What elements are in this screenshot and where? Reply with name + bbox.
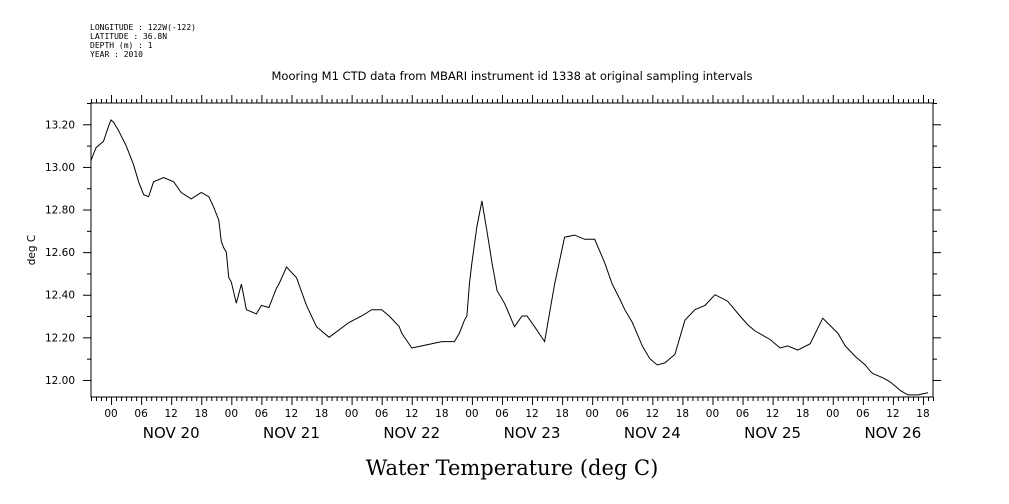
x-tick-label: 12	[766, 408, 779, 420]
day-label: NOV 24	[624, 424, 681, 442]
x-tick-label: 12	[886, 408, 899, 420]
x-tick-label: 18	[676, 408, 689, 420]
day-label: NOV 22	[383, 424, 440, 442]
x-tick-label: 00	[104, 408, 117, 420]
y-tick-label: 13.00	[45, 162, 75, 174]
x-tick-label: 12	[405, 408, 418, 420]
y-tick-label: 13.20	[45, 119, 75, 131]
x-tick-label: 18	[555, 408, 568, 420]
day-label: NOV 26	[864, 424, 921, 442]
y-axis-label: deg C	[26, 235, 38, 265]
y-tick-labels: 12.00 12.20 12.40 12.60 12.80 13.00 13.20	[45, 119, 75, 387]
x-tick-label: 12	[646, 408, 659, 420]
latitude-text: LATITUDE : 36.8N	[90, 32, 167, 41]
x-tick-label: 00	[586, 408, 599, 420]
x-tick-label: 00	[706, 408, 719, 420]
x-tick-label: 12	[285, 408, 298, 420]
y-tick-label: 12.20	[45, 332, 75, 344]
y-tick-label: 12.00	[45, 375, 75, 387]
series-line	[90, 119, 929, 396]
x-tick-label: 18	[796, 408, 809, 420]
depth-text: DEPTH (m) : 1	[90, 41, 153, 50]
year-text: YEAR : 2010	[90, 50, 143, 59]
x-tick-label: 18	[916, 408, 929, 420]
y-tick-label: 12.60	[45, 247, 75, 259]
x-tick-label: 18	[315, 408, 328, 420]
x-tick-label: 00	[225, 408, 238, 420]
x-tick-label: 00	[826, 408, 839, 420]
x-tick-label: 00	[345, 408, 358, 420]
plot-frame	[90, 102, 934, 398]
x-tick-label: 06	[375, 408, 389, 420]
day-label: NOV 21	[263, 424, 320, 442]
x-tick-labels: 00 06 12 18 00 06 12 18 00 06 12 18 00 06 12 18 00 06 12 18…	[104, 408, 929, 420]
x-tick-label: 18	[435, 408, 448, 420]
x-tick-label: 06	[495, 408, 509, 420]
day-labels: NOV 20 NOV 21 NOV 22 NOV 23 NOV 24 NOV 25 NOV …	[143, 424, 922, 442]
x-tick-label: 18	[195, 408, 208, 420]
x-tick-label: 06	[856, 408, 870, 420]
chart-title: Mooring M1 CTD data from MBARI instrumen…	[272, 69, 753, 83]
x-tick-label: 00	[465, 408, 478, 420]
y-tick-label: 12.80	[45, 205, 75, 217]
axis-ticks	[83, 95, 941, 405]
x-tick-label: 06	[255, 408, 269, 420]
day-label: NOV 25	[744, 424, 801, 442]
day-label: NOV 23	[504, 424, 561, 442]
y-tick-label: 12.40	[45, 290, 75, 302]
x-axis-label: Water Temperature (deg C)	[366, 456, 659, 480]
x-tick-label: 06	[134, 408, 148, 420]
day-label: NOV 20	[143, 424, 200, 442]
longitude-text: LONGITUDE : 122W(-122)	[90, 23, 196, 32]
x-tick-label: 12	[165, 408, 178, 420]
x-tick-label: 12	[525, 408, 538, 420]
x-tick-label: 06	[736, 408, 750, 420]
x-tick-label: 06	[616, 408, 630, 420]
